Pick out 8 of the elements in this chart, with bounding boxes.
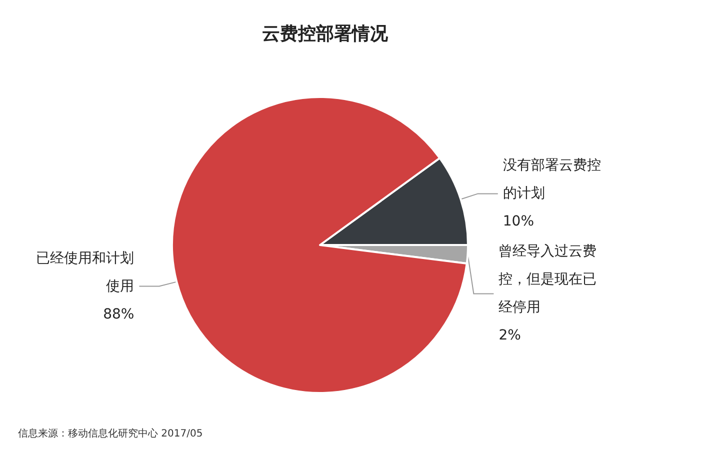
slice-label: 已经使用和计划使用 — [36, 250, 134, 294]
data-label: 88% — [103, 306, 134, 322]
slice-label: 没有部署云费控的计划 — [502, 158, 601, 202]
data-label: 10% — [502, 214, 534, 230]
data-label: 2% — [498, 328, 521, 344]
text: 信息来源：移动信息化研究中心 2017/05 — [18, 428, 203, 440]
chart-title: 云费控部署情况 — [262, 24, 389, 44]
slice-label: 曾经导入过云费控，但是现在已经停用 — [498, 244, 597, 316]
